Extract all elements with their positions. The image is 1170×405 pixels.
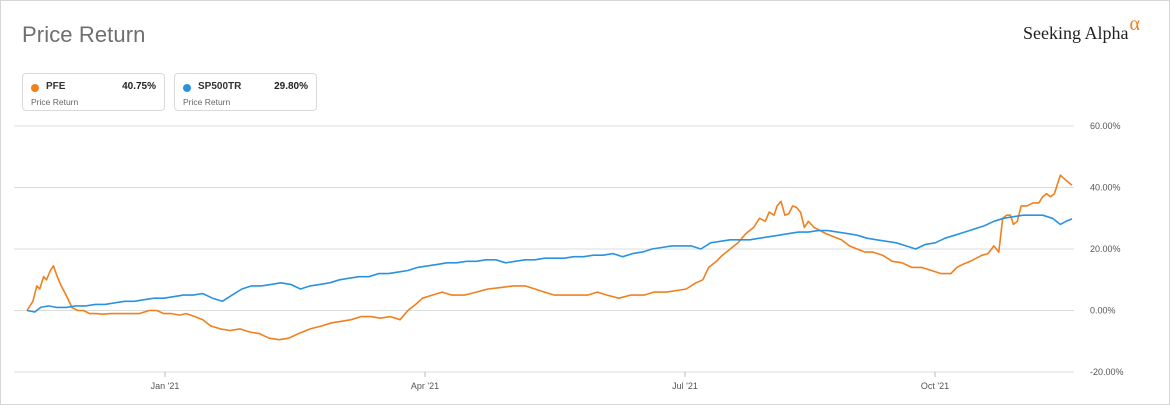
x-tick-label: Apr '21 xyxy=(411,381,439,391)
legend-subtitle: Price Return xyxy=(31,97,79,107)
alpha-icon: α xyxy=(1129,13,1140,35)
series-dot-icon xyxy=(183,84,191,92)
series-line-sp500tr xyxy=(26,214,1073,313)
series-lines xyxy=(26,174,1073,341)
x-tick-label: Jul '21 xyxy=(672,381,698,391)
y-tick-label: 40.00% xyxy=(1090,183,1121,193)
chart-title: Price Return xyxy=(22,22,146,47)
series-line-pfe xyxy=(26,174,1073,341)
legend-subtitle: Price Return xyxy=(183,97,231,107)
brand-name: Seeking Alpha xyxy=(1023,23,1129,43)
legend-value: 40.75% xyxy=(122,81,156,92)
y-tick-label: 20.00% xyxy=(1090,244,1121,254)
x-tick-label: Jan '21 xyxy=(151,381,180,391)
y-tick-label: 60.00% xyxy=(1090,121,1121,131)
legend-ticker: SP500TR xyxy=(198,81,242,92)
legend-value: 29.80% xyxy=(274,81,308,92)
gridlines xyxy=(14,125,1074,373)
legend-ticker: PFE xyxy=(46,81,66,92)
x-axis: Jan '21 Apr '21 Jul '21 Oct '21 xyxy=(151,372,949,391)
legend-item-sp500tr[interactable]: SP500TR 29.80% Price Return xyxy=(174,73,317,111)
legend: PFE 40.75% Price Return SP500TR 29.80% P… xyxy=(22,73,317,111)
y-tick-label: -20.00% xyxy=(1090,367,1124,377)
y-axis-labels: 60.00% 40.00% 20.00% 0.00% -20.00% xyxy=(1090,121,1124,377)
y-tick-label: 0.00% xyxy=(1090,306,1116,316)
series-dot-icon xyxy=(31,84,39,92)
x-tick-label: Oct '21 xyxy=(921,381,949,391)
seeking-alpha-logo[interactable]: Seeking Alphaα xyxy=(1023,13,1140,45)
legend-item-pfe[interactable]: PFE 40.75% Price Return xyxy=(22,73,165,111)
